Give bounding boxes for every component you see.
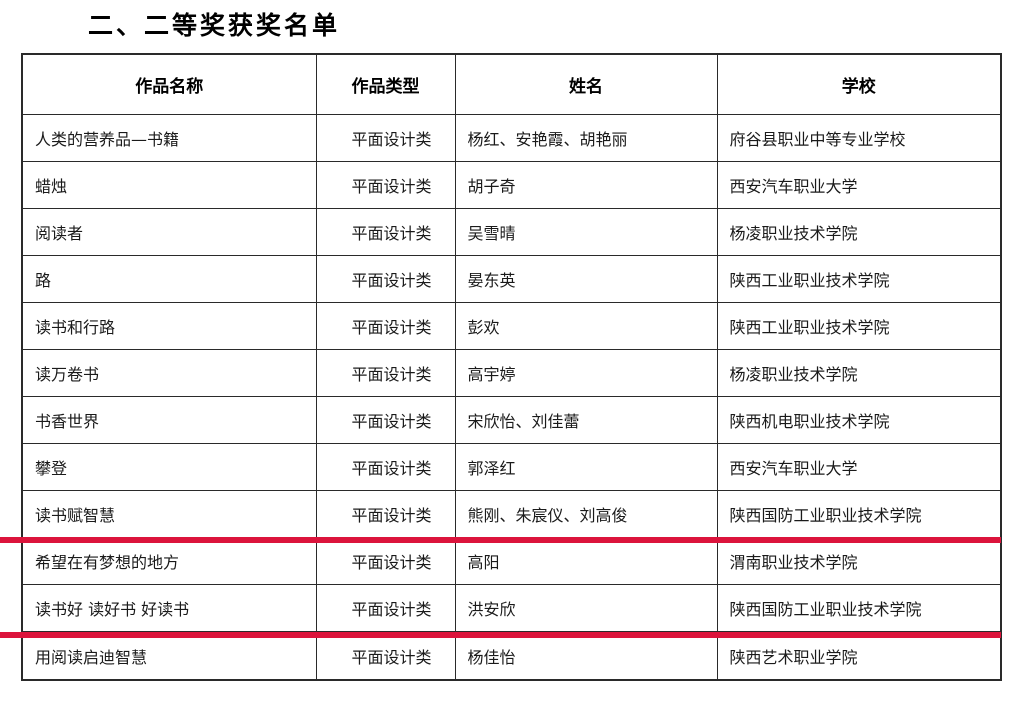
red-underline-annotation-1 xyxy=(0,537,1001,543)
table-row: 书香世界 平面设计类 宋欣怡、刘佳蕾 陕西机电职业技术学院 xyxy=(21,396,1002,445)
table-row: 读万卷书 平面设计类 高宇婷 杨凌职业技术学院 xyxy=(21,349,1002,398)
column-header-work: 作品名称 xyxy=(21,53,317,115)
cell-names: 洪安欣 xyxy=(454,584,718,633)
cell-names: 胡子奇 xyxy=(454,161,718,210)
column-header-type: 作品类型 xyxy=(315,53,456,115)
cell-school: 陕西工业职业技术学院 xyxy=(716,255,1002,304)
cell-work: 读书赋智慧 xyxy=(21,490,317,539)
cell-type: 平面设计类 xyxy=(315,396,456,445)
cell-work: 书香世界 xyxy=(21,396,317,445)
cell-type: 平面设计类 xyxy=(315,113,456,163)
table-row: 读书和行路 平面设计类 彭欢 陕西工业职业技术学院 xyxy=(21,302,1002,351)
cell-type: 平面设计类 xyxy=(315,161,456,210)
cell-school: 西安汽车职业大学 xyxy=(716,443,1002,492)
cell-names: 吴雪晴 xyxy=(454,208,718,257)
cell-work: 希望在有梦想的地方 xyxy=(21,537,317,586)
cell-type: 平面设计类 xyxy=(315,584,456,633)
column-header-names: 姓名 xyxy=(454,53,718,115)
cell-type: 平面设计类 xyxy=(315,443,456,492)
cell-names: 晏东英 xyxy=(454,255,718,304)
cell-names: 高阳 xyxy=(454,537,718,586)
cell-names: 彭欢 xyxy=(454,302,718,351)
cell-work: 读书和行路 xyxy=(21,302,317,351)
table-header-row: 作品名称 作品类型 姓名 学校 xyxy=(21,53,1002,115)
red-underline-annotation-2 xyxy=(0,632,1001,638)
cell-names: 杨红、安艳霞、胡艳丽 xyxy=(454,113,718,163)
table-row: 蜡烛 平面设计类 胡子奇 西安汽车职业大学 xyxy=(21,161,1002,210)
cell-work: 人类的营养品—书籍 xyxy=(21,113,317,163)
cell-work: 读书好 读好书 好读书 xyxy=(21,584,317,633)
cell-work: 路 xyxy=(21,255,317,304)
table-row: 攀登 平面设计类 郭泽红 西安汽车职业大学 xyxy=(21,443,1002,492)
cell-names: 高宇婷 xyxy=(454,349,718,398)
cell-school: 杨凌职业技术学院 xyxy=(716,349,1002,398)
cell-type: 平面设计类 xyxy=(315,537,456,586)
cell-names: 郭泽红 xyxy=(454,443,718,492)
cell-work: 用阅读启迪智慧 xyxy=(21,631,317,681)
award-winners-table: 作品名称 作品类型 姓名 学校 人类的营养品—书籍 平面设计类 杨红、安艳霞、胡… xyxy=(21,53,1002,681)
table-row: 阅读者 平面设计类 吴雪晴 杨凌职业技术学院 xyxy=(21,208,1002,257)
cell-school: 杨凌职业技术学院 xyxy=(716,208,1002,257)
cell-work: 攀登 xyxy=(21,443,317,492)
cell-school: 陕西机电职业技术学院 xyxy=(716,396,1002,445)
cell-school: 府谷县职业中等专业学校 xyxy=(716,113,1002,163)
table-row: 用阅读启迪智慧 平面设计类 杨佳怡 陕西艺术职业学院 xyxy=(21,631,1002,681)
column-header-school: 学校 xyxy=(716,53,1002,115)
cell-type: 平面设计类 xyxy=(315,302,456,351)
table-row: 希望在有梦想的地方 平面设计类 高阳 渭南职业技术学院 xyxy=(21,537,1002,586)
cell-work: 蜡烛 xyxy=(21,161,317,210)
cell-work: 阅读者 xyxy=(21,208,317,257)
section-title: 二、二等奖获奖名单 xyxy=(88,11,341,40)
cell-school: 渭南职业技术学院 xyxy=(716,537,1002,586)
cell-type: 平面设计类 xyxy=(315,631,456,681)
cell-type: 平面设计类 xyxy=(315,349,456,398)
cell-school: 陕西国防工业职业技术学院 xyxy=(716,584,1002,633)
cell-school: 西安汽车职业大学 xyxy=(716,161,1002,210)
table-row: 路 平面设计类 晏东英 陕西工业职业技术学院 xyxy=(21,255,1002,304)
cell-type: 平面设计类 xyxy=(315,208,456,257)
cell-school: 陕西国防工业职业技术学院 xyxy=(716,490,1002,539)
cell-school: 陕西艺术职业学院 xyxy=(716,631,1002,681)
table-row: 人类的营养品—书籍 平面设计类 杨红、安艳霞、胡艳丽 府谷县职业中等专业学校 xyxy=(21,113,1002,163)
cell-type: 平面设计类 xyxy=(315,490,456,539)
cell-work: 读万卷书 xyxy=(21,349,317,398)
cell-type: 平面设计类 xyxy=(315,255,456,304)
cell-names: 杨佳怡 xyxy=(454,631,718,681)
cell-school: 陕西工业职业技术学院 xyxy=(716,302,1002,351)
table-row: 读书赋智慧 平面设计类 熊刚、朱宸仪、刘高俊 陕西国防工业职业技术学院 xyxy=(21,490,1002,539)
table-row: 读书好 读好书 好读书 平面设计类 洪安欣 陕西国防工业职业技术学院 xyxy=(21,584,1002,633)
cell-names: 熊刚、朱宸仪、刘高俊 xyxy=(454,490,718,539)
cell-names: 宋欣怡、刘佳蕾 xyxy=(454,396,718,445)
